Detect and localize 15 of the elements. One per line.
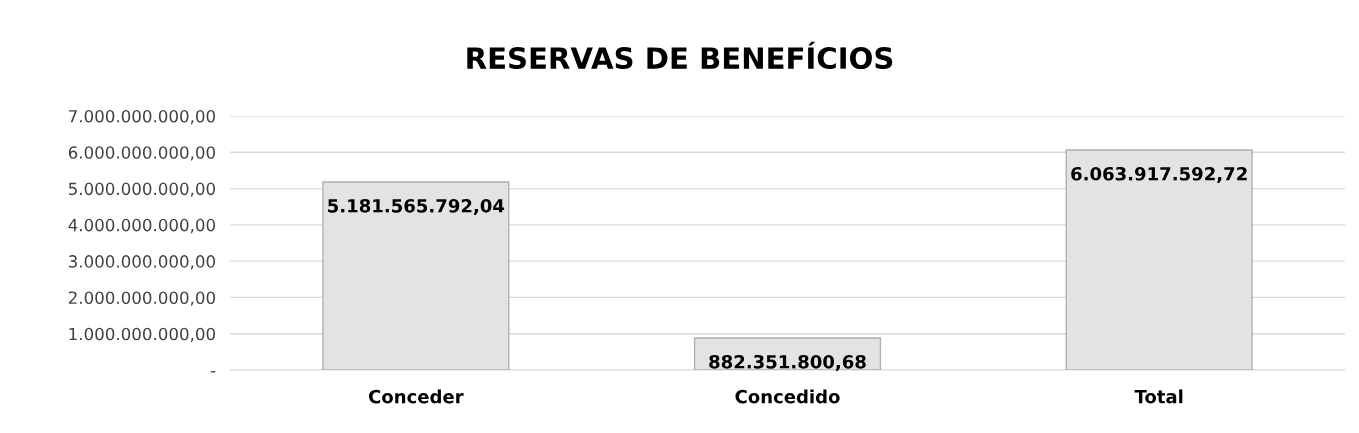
data-label: 6.063.917.592,72 [1071, 166, 1247, 183]
data-label: 882.351.800,68 [709, 354, 866, 371]
y-tick-label: 5.000.000.000,00 [68, 182, 215, 197]
y-tick-label: 6.000.000.000,00 [68, 146, 215, 161]
data-label: 5.181.565.792,04 [328, 198, 505, 215]
x-tick-label: Total [1134, 389, 1183, 404]
x-tick-label: Conceder [368, 389, 464, 404]
y-tick-label: 3.000.000.000,00 [68, 255, 215, 270]
y-tick-label: 1.000.000.000,00 [69, 327, 215, 342]
y-tick-label: - [210, 371, 216, 373]
y-tick-label: 7.000.000.000,00 [69, 109, 215, 125]
chart-title: RESERVAS DE BENEFÍCIOS [467, 41, 893, 70]
y-tick-label: 4.000.000.000,00 [68, 218, 215, 234]
x-tick-label: Concedido [735, 389, 840, 404]
y-tick-label: 2.000.000.000,00 [68, 291, 215, 306]
